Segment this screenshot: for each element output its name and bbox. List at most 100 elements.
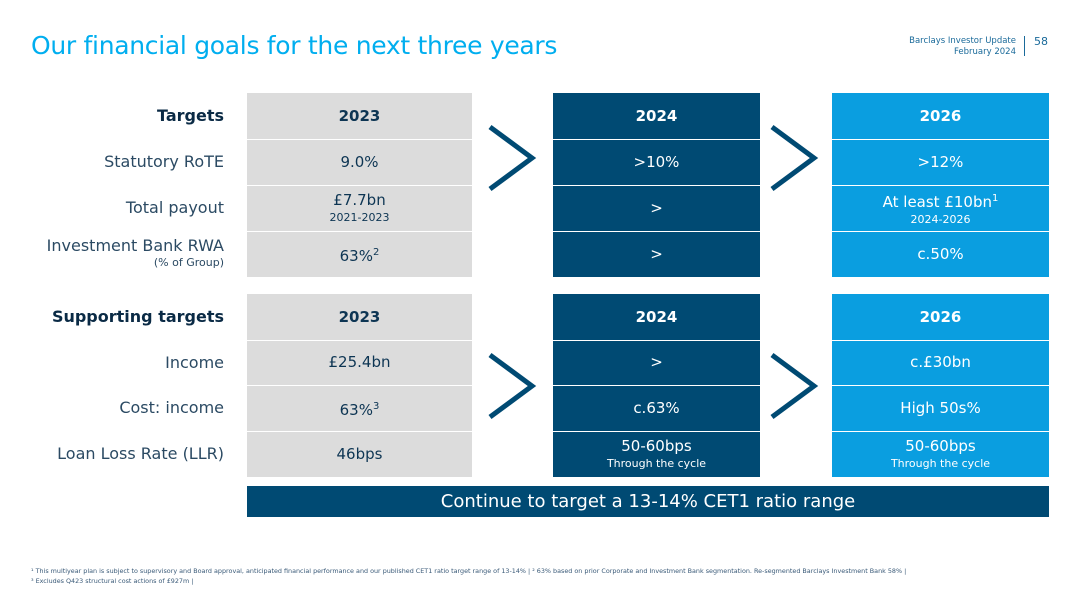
cet1-banner-text: Continue to target a 13-14% CET1 ratio r… — [440, 491, 856, 512]
cell-value: 46bps — [336, 444, 383, 463]
divider — [247, 431, 472, 432]
cell-subtext: Through the cycle — [606, 457, 707, 470]
divider — [553, 340, 760, 341]
cell-value: > — [650, 198, 663, 217]
divider — [832, 185, 1049, 186]
footnote-marker: 3 — [372, 400, 380, 412]
chevron-right-icon — [770, 352, 819, 420]
targets-2023-header-label: 2023 — [338, 106, 381, 125]
cell-value: 63%3 — [340, 398, 380, 419]
divider — [553, 385, 760, 386]
cell-value: c.63% — [633, 398, 680, 417]
targets-2026-rote: >12% — [832, 139, 1049, 185]
cell-value: >10% — [633, 152, 680, 171]
cell-value-text: At least £10bn — [882, 193, 992, 211]
targets-2024-header: 2024 — [553, 93, 760, 139]
chevron-right-icon — [488, 124, 537, 192]
supporting-2026-cost-income: High 50s% — [832, 385, 1049, 431]
targets-label: Targets — [156, 106, 224, 125]
supporting-2024-cost-income: c.63% — [553, 385, 760, 431]
row-label-total-payout: Total payout — [125, 198, 224, 217]
divider — [553, 231, 760, 232]
targets-2024-payout: > — [553, 185, 760, 231]
cell-subtext: 2024-2026 — [910, 213, 971, 226]
divider — [247, 385, 472, 386]
footnote-marker: 2 — [372, 246, 380, 258]
divider — [247, 139, 472, 140]
divider — [832, 139, 1049, 140]
cell-value: £25.4bn — [328, 353, 391, 371]
divider — [553, 185, 760, 186]
supporting-2024-llr: 50-60bps Through the cycle — [553, 431, 760, 477]
brand-block: Barclays Investor Update February 2024 — [909, 36, 1016, 58]
cell-subtext: 2021-2023 — [329, 211, 390, 224]
cell-value: >12% — [917, 152, 964, 171]
supporting-2024-income: > — [553, 340, 760, 385]
supporting-targets-label: Supporting targets — [51, 307, 224, 326]
page-number: 58 — [1034, 35, 1048, 48]
brand-line-2: February 2024 — [954, 47, 1016, 57]
divider — [832, 231, 1049, 232]
cell-value: High 50s% — [900, 398, 981, 417]
supporting-2026-llr: 50-60bps Through the cycle — [832, 431, 1049, 477]
chevron-right-icon — [488, 352, 537, 420]
cell-value: c.£30bn — [910, 353, 971, 371]
targets-2026-header: 2026 — [832, 93, 1049, 139]
cell-subtext: Through the cycle — [890, 457, 991, 470]
cell-value: > — [650, 244, 663, 263]
row-label-ib-rwa-main: Investment Bank RWA — [46, 236, 224, 255]
brand-separator — [1024, 36, 1025, 56]
targets-2023-ib-rwa: 63%2 — [247, 231, 472, 277]
row-label-ib-rwa: Investment Bank RWA (% of Group) — [47, 236, 224, 269]
row-label-cost-income: Cost: income — [119, 398, 224, 417]
divider — [553, 431, 760, 432]
supporting-2026-header-label: 2026 — [919, 307, 962, 326]
targets-2023-rote: 9.0% — [247, 139, 472, 185]
row-label-llr: Loan Loss Rate (LLR) — [57, 444, 224, 463]
supporting-2023-header-label: 2023 — [338, 307, 381, 326]
cell-value: 50-60bps — [621, 437, 692, 455]
targets-2026-header-label: 2026 — [919, 106, 962, 125]
supporting-2023-cost-income: 63%3 — [247, 385, 472, 431]
divider — [247, 231, 472, 232]
targets-2026-payout: At least £10bn1 2024-2026 — [832, 185, 1049, 231]
supporting-2026-income: c.£30bn — [832, 340, 1049, 385]
chevron-right-icon — [770, 124, 819, 192]
cell-value: £7.7bn — [333, 191, 386, 209]
divider — [247, 185, 472, 186]
targets-2024-ib-rwa: > — [553, 231, 760, 277]
cell-value: 50-60bps — [905, 437, 976, 455]
cell-value-text: 63% — [339, 246, 373, 265]
cell-value: > — [650, 353, 663, 371]
divider — [832, 431, 1049, 432]
targets-2024-header-label: 2024 — [635, 106, 678, 125]
supporting-2023-header: 2023 — [247, 294, 472, 340]
cet1-banner: Continue to target a 13-14% CET1 ratio r… — [247, 486, 1049, 517]
divider — [247, 340, 472, 341]
supporting-2024-header: 2024 — [553, 294, 760, 340]
row-label-statutory-rote: Statutory RoTE — [104, 152, 224, 171]
divider — [832, 385, 1049, 386]
targets-2026-ib-rwa: c.50% — [832, 231, 1049, 277]
cell-value: 63%2 — [340, 244, 380, 265]
cell-value: 9.0% — [340, 152, 379, 171]
targets-2023-header: 2023 — [247, 93, 472, 139]
row-label-ib-rwa-sub: (% of Group) — [153, 256, 224, 269]
supporting-2023-income: £25.4bn — [247, 340, 472, 385]
targets-2023-payout: £7.7bn 2021-2023 — [247, 185, 472, 231]
cell-value: At least £10bn1 — [883, 190, 999, 211]
page-title: Our financial goals for the next three y… — [31, 31, 558, 60]
supporting-2026-header: 2026 — [832, 294, 1049, 340]
footnote-line-1: ¹ This multiyear plan is subject to supe… — [31, 567, 907, 575]
row-label-income: Income — [165, 353, 224, 372]
divider — [832, 340, 1049, 341]
targets-2024-rote: >10% — [553, 139, 760, 185]
cell-value: c.50% — [917, 244, 964, 263]
footnote-line-2: ³ Excludes Q423 structural cost actions … — [31, 577, 194, 585]
supporting-2024-header-label: 2024 — [635, 307, 678, 326]
footnote-marker: 1 — [991, 193, 999, 204]
brand-line-1: Barclays Investor Update — [909, 36, 1016, 46]
supporting-2023-llr: 46bps — [247, 431, 472, 477]
cell-value-text: 63% — [339, 400, 373, 419]
divider — [553, 139, 760, 140]
